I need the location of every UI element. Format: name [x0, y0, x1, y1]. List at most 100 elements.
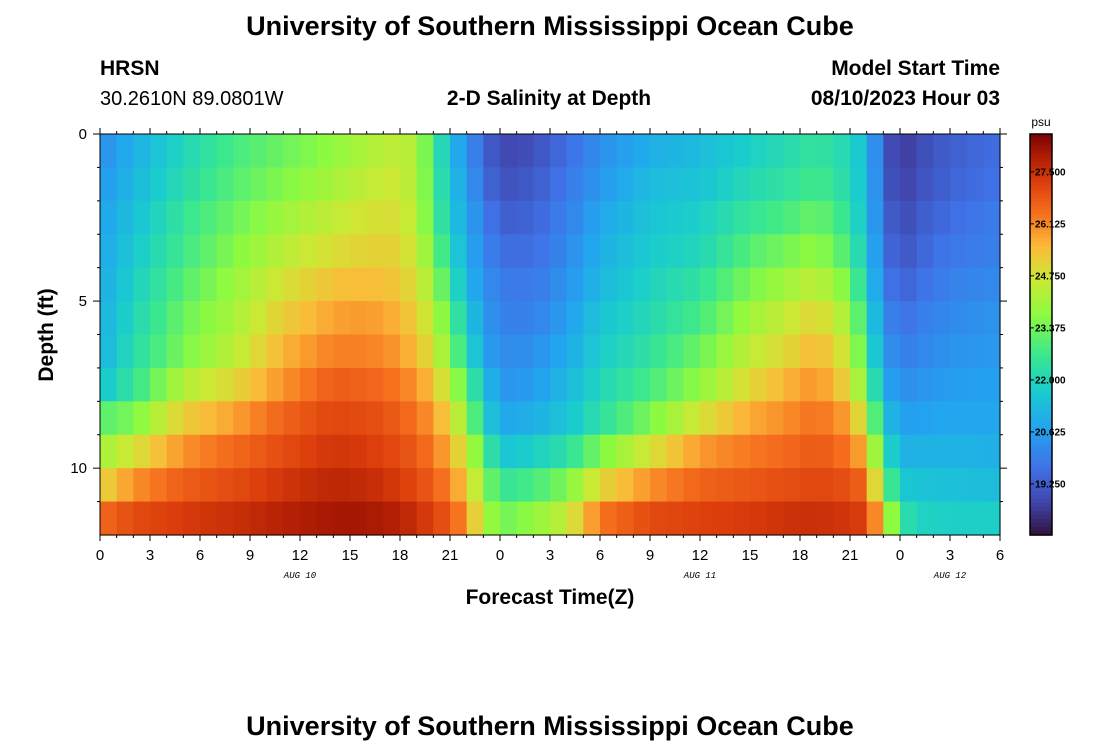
heatmap-cell	[133, 501, 151, 536]
heatmap-cell	[283, 200, 301, 235]
heatmap-cell	[300, 401, 318, 436]
heatmap-cell	[366, 200, 384, 235]
heatmap-cell	[550, 468, 568, 503]
heatmap-cell	[500, 167, 518, 202]
heatmap-cell	[633, 401, 651, 436]
heatmap-cell	[250, 367, 268, 402]
colorbar-segment	[1030, 230, 1052, 235]
heatmap-cell	[183, 134, 201, 169]
heatmap-cell	[150, 468, 168, 503]
heatmap-cell	[233, 200, 251, 235]
heatmap-cell	[950, 501, 968, 536]
heatmap-cell	[483, 334, 501, 369]
heatmap-cell	[500, 301, 518, 336]
heatmap-cell	[800, 334, 818, 369]
heatmap-cell	[966, 234, 984, 269]
heatmap-cell	[966, 134, 984, 169]
heatmap-cell	[600, 401, 618, 436]
heatmap-cell	[716, 401, 734, 436]
heatmap-cell	[816, 267, 834, 302]
heatmap-cell	[583, 501, 601, 536]
heatmap-cell	[766, 301, 784, 336]
heatmap-cell	[100, 200, 118, 235]
heatmap-cell	[650, 334, 668, 369]
heatmap-cell	[266, 434, 284, 469]
heatmap-cell	[483, 401, 501, 436]
heatmap-cell	[450, 434, 468, 469]
heatmap-cell	[616, 234, 634, 269]
colorbar-segment	[1030, 418, 1052, 424]
heatmap-cell	[233, 367, 251, 402]
heatmap-cell	[883, 301, 901, 336]
x-tick-label: 0	[896, 547, 904, 564]
heatmap-cell	[383, 434, 401, 469]
heatmap-cell	[950, 134, 968, 169]
station-name: HRSN	[100, 57, 160, 80]
heatmap-cell	[316, 468, 334, 503]
heatmap-cell	[633, 134, 651, 169]
heatmap-cell	[100, 234, 118, 269]
colorbar-segment	[1030, 366, 1052, 372]
heatmap-cell	[433, 367, 451, 402]
heatmap-cell	[583, 301, 601, 336]
heatmap-cell	[700, 200, 718, 235]
colorbar-segment	[1030, 374, 1052, 380]
heatmap-cell	[850, 334, 868, 369]
colorbar-segment	[1030, 474, 1052, 480]
colorbar-segment	[1030, 458, 1052, 464]
heatmap-cell	[133, 367, 151, 402]
heatmap-cell	[916, 468, 934, 503]
heatmap-cell	[483, 234, 501, 269]
colorbar-tick-label: 27.500	[1035, 167, 1066, 178]
heatmap-cell	[300, 200, 318, 235]
heatmap-cell	[533, 267, 551, 302]
heatmap-cell	[316, 301, 334, 336]
heatmap-cell	[366, 267, 384, 302]
colorbar-tick-label: 20.625	[1035, 427, 1066, 438]
heatmap-cell	[650, 501, 668, 536]
heatmap-cell	[566, 334, 584, 369]
heatmap-cell	[450, 501, 468, 536]
heatmap-cell	[450, 301, 468, 336]
heatmap-cell	[616, 367, 634, 402]
heatmap-cell	[683, 200, 701, 235]
heatmap-cell	[983, 501, 1001, 536]
heatmap-cell	[433, 200, 451, 235]
heatmap-cell	[133, 267, 151, 302]
heatmap-cell	[450, 367, 468, 402]
heatmap-cell	[450, 167, 468, 202]
heatmap-cell	[483, 468, 501, 503]
heatmap-cell	[950, 468, 968, 503]
heatmap-cell	[650, 401, 668, 436]
colorbar-segment	[1030, 382, 1052, 388]
heatmap-cell	[816, 501, 834, 536]
heatmap-cell	[116, 234, 134, 269]
heatmap-cell	[250, 167, 268, 202]
heatmap-cell	[866, 334, 884, 369]
heatmap-cell	[500, 200, 518, 235]
heatmap-cell	[133, 200, 151, 235]
heatmap-cell	[150, 267, 168, 302]
colorbar-segment	[1030, 302, 1052, 308]
heatmap-cell	[533, 200, 551, 235]
heatmap-cell	[816, 401, 834, 436]
heatmap-cell	[950, 401, 968, 436]
heatmap-cell	[366, 301, 384, 336]
heatmap-cell	[116, 334, 134, 369]
heatmap-cell	[433, 468, 451, 503]
x-axis: 0 3 6 9 12 15 18 21 0 3 6 9 12 15 18 21 0 3 6	[96, 128, 1004, 564]
heatmap-cell	[866, 468, 884, 503]
heatmap-cell	[700, 367, 718, 402]
heatmap-cell	[183, 167, 201, 202]
heatmap-cell	[733, 301, 751, 336]
heatmap-cell	[533, 234, 551, 269]
heatmap-cell	[450, 234, 468, 269]
heatmap-cell	[350, 167, 368, 202]
heatmap-cell	[783, 301, 801, 336]
colorbar-segment	[1030, 478, 1052, 484]
heatmap-cell	[850, 434, 868, 469]
colorbar-segment	[1030, 350, 1052, 356]
heatmap-cell	[750, 334, 768, 369]
heatmap-cell	[200, 301, 218, 336]
